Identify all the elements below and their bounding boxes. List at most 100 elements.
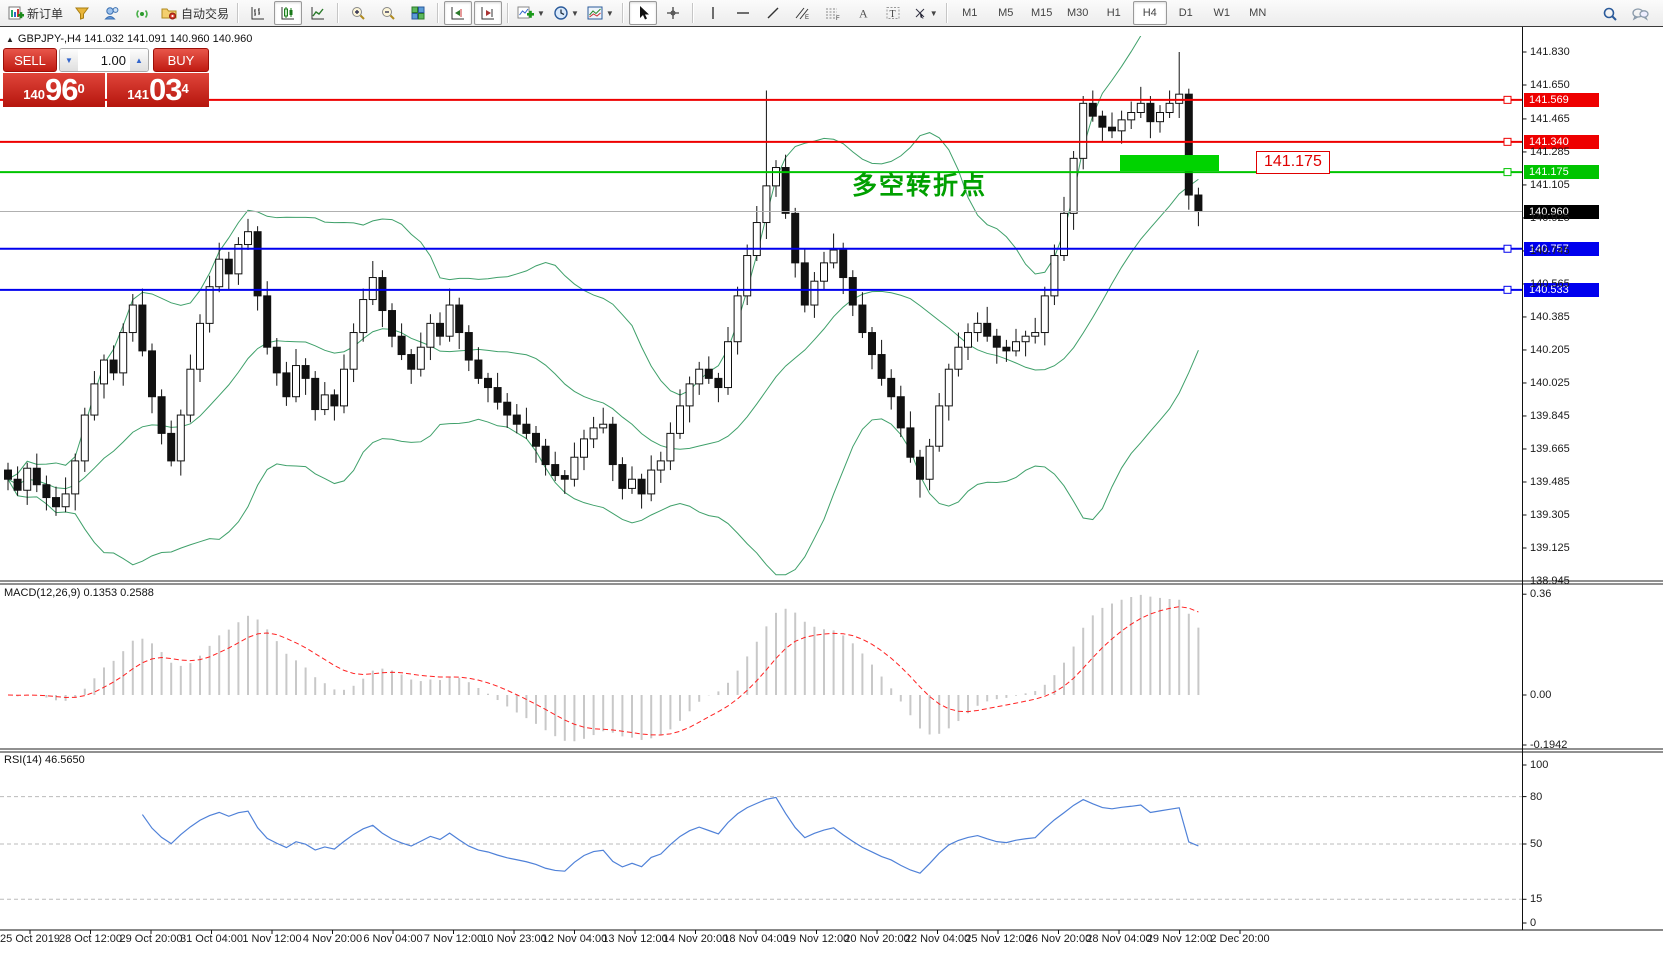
autotrade-button[interactable]: 自动交易	[158, 1, 232, 25]
green-highlight-rectangle[interactable]	[1120, 155, 1219, 171]
timeframe-m15-button[interactable]: M15	[1031, 7, 1053, 19]
strategy-tester-button[interactable]	[128, 1, 156, 25]
time-axis-label: 12 Nov 04:00	[541, 933, 608, 945]
candlestick-icon	[281, 7, 295, 20]
channel-button[interactable]: E	[789, 1, 817, 25]
timeframe-m30-button[interactable]: M30	[1067, 7, 1089, 19]
price-level-tag[interactable]: 141.175	[1256, 151, 1330, 174]
time-axis-label: 26 Nov 20:00	[1025, 933, 1092, 945]
macd-axis-label: 0.00	[1530, 689, 1552, 701]
y-axis-tick-label: 141.285	[1530, 145, 1570, 158]
new-order-button[interactable]: 新订单	[5, 1, 66, 25]
line-chart-mode-button[interactable]	[304, 1, 332, 25]
y-axis-tick-label: 140.385	[1530, 310, 1570, 323]
timeframe-m1-button[interactable]: M1	[962, 7, 978, 19]
indicators-button[interactable]: ▼	[514, 1, 548, 25]
sell-button[interactable]: SELL	[3, 48, 57, 72]
text-label-icon: T	[886, 7, 900, 20]
time-axis-label: 25 Nov 12:00	[965, 933, 1031, 945]
volume-value[interactable]: 1.00	[100, 52, 126, 68]
rsi-axis-label: 15	[1530, 893, 1543, 906]
tile-windows-button[interactable]	[404, 1, 432, 25]
zoom-in-button[interactable]	[344, 1, 372, 25]
sell-price-pips: 96	[44, 72, 78, 107]
text-button[interactable]: A	[849, 1, 877, 25]
current-price-badge: 140.960	[1524, 204, 1599, 219]
price-line-badge[interactable]: 140.757	[1524, 241, 1599, 256]
y-axis-tick-label: 140.025	[1530, 376, 1570, 389]
time-axis-label: 31 Oct 04:00	[180, 933, 243, 945]
price-line-badge[interactable]: 140.533	[1524, 282, 1599, 297]
timeframe-h1-button[interactable]: H1	[1106, 7, 1121, 19]
y-axis-tick-label: 138.945	[1530, 575, 1570, 587]
search-button[interactable]	[1596, 2, 1624, 26]
time-axis-label: 25 Oct 2019	[0, 933, 60, 945]
y-axis-tick-label: 141.830	[1530, 46, 1570, 58]
timeframe-h4-button[interactable]: H4	[1132, 1, 1167, 25]
candle-chart-mode-button[interactable]	[274, 1, 303, 25]
time-axis-label: 20 Nov 20:00	[844, 933, 910, 945]
zoom-out-button[interactable]	[374, 1, 402, 25]
toolbar-separator	[507, 3, 510, 23]
dropdown-arrow-icon: ▼	[605, 8, 614, 18]
time-axis-label: 28 Oct 12:00	[59, 933, 122, 945]
horizontal-line-icon	[736, 12, 749, 14]
time-axis-label: 14 Nov 20:00	[662, 933, 729, 945]
volume-increase-button[interactable]: ▲	[130, 49, 148, 71]
one-click-trading-panel: SELL ▼ 1.00 ▲ BUY 140 96 0 141 03 4	[3, 48, 209, 107]
cursor-button[interactable]	[628, 1, 657, 25]
auto-scroll-icon	[451, 7, 465, 20]
data-window-button[interactable]	[98, 1, 126, 25]
volume-stepper: ▼ 1.00 ▲	[59, 48, 149, 72]
dropdown-arrow-icon: ▼	[537, 8, 545, 18]
line-chart-icon	[311, 7, 325, 20]
time-axis-label: 1 Nov 12:00	[242, 933, 302, 945]
horizontal-line-button[interactable]	[729, 1, 757, 25]
svg-text:A: A	[859, 7, 868, 21]
y-axis-tick-label: 139.125	[1530, 541, 1570, 554]
zoom-out-icon	[382, 7, 395, 20]
price-line-badge[interactable]: 141.569	[1524, 92, 1599, 107]
text-icon: A	[859, 7, 868, 21]
bar-chart-mode-button[interactable]	[244, 1, 272, 25]
toolbar-separator	[437, 3, 440, 23]
buy-button[interactable]: BUY	[153, 48, 209, 72]
toolbar-separator	[237, 3, 240, 23]
collapse-panel-icon[interactable]: ▲	[6, 35, 14, 44]
fibonacci-button[interactable]: F	[819, 1, 847, 25]
price-line-badge[interactable]: 141.175	[1524, 165, 1599, 180]
vertical-line-button[interactable]	[699, 1, 727, 25]
symbol-ohlc-text: GBPJPY-,H4 141.032 141.091 140.960 140.9…	[17, 33, 253, 45]
svg-text:T: T	[889, 9, 895, 20]
sell-price-display[interactable]: 140 96 0	[3, 73, 105, 107]
chart-annotation-text[interactable]: 多空转折点	[852, 172, 988, 200]
market-watch-button[interactable]	[68, 1, 96, 25]
crosshair-button[interactable]	[659, 1, 687, 25]
y-axis-tick-label: 141.105	[1530, 178, 1570, 191]
trendline-button[interactable]	[759, 1, 787, 25]
chart-canvas	[0, 27, 1663, 934]
chat-button[interactable]	[1626, 2, 1654, 26]
timeframe-w1-button[interactable]: W1	[1213, 7, 1230, 19]
chart-area[interactable]: ▲ GBPJPY-,H4 141.032 141.091 140.960 140.…	[0, 27, 1663, 954]
time-axis-label: 29 Oct 20:00	[119, 933, 183, 945]
arrows-button[interactable]: ▼	[909, 1, 941, 25]
timeframe-d1-button[interactable]: D1	[1178, 7, 1193, 19]
price-line-badge[interactable]: 141.340	[1524, 134, 1599, 149]
periods-button[interactable]: ▼	[550, 1, 582, 25]
timeframe-m5-button[interactable]: M5	[998, 7, 1014, 19]
y-axis-tick-label: 140.925	[1530, 211, 1570, 224]
auto-scroll-button[interactable]	[444, 1, 473, 25]
volume-decrease-button[interactable]: ▼	[60, 49, 78, 71]
buy-price-display[interactable]: 141 03 4	[107, 73, 209, 107]
text-label-button[interactable]: T	[879, 1, 907, 25]
templates-button[interactable]: ▼	[584, 1, 617, 25]
sell-price-main: 140	[23, 87, 45, 102]
bar-chart-icon	[251, 7, 265, 20]
macd-indicator-label: MACD(12,26,9) 0.1353 0.2588	[4, 587, 154, 599]
rsi-axis-label: 50	[1530, 838, 1543, 850]
chart-shift-button[interactable]	[474, 1, 503, 25]
timeframe-mn-button[interactable]: MN	[1249, 7, 1267, 19]
search-icon	[1603, 7, 1617, 21]
crosshair-icon	[666, 7, 679, 19]
